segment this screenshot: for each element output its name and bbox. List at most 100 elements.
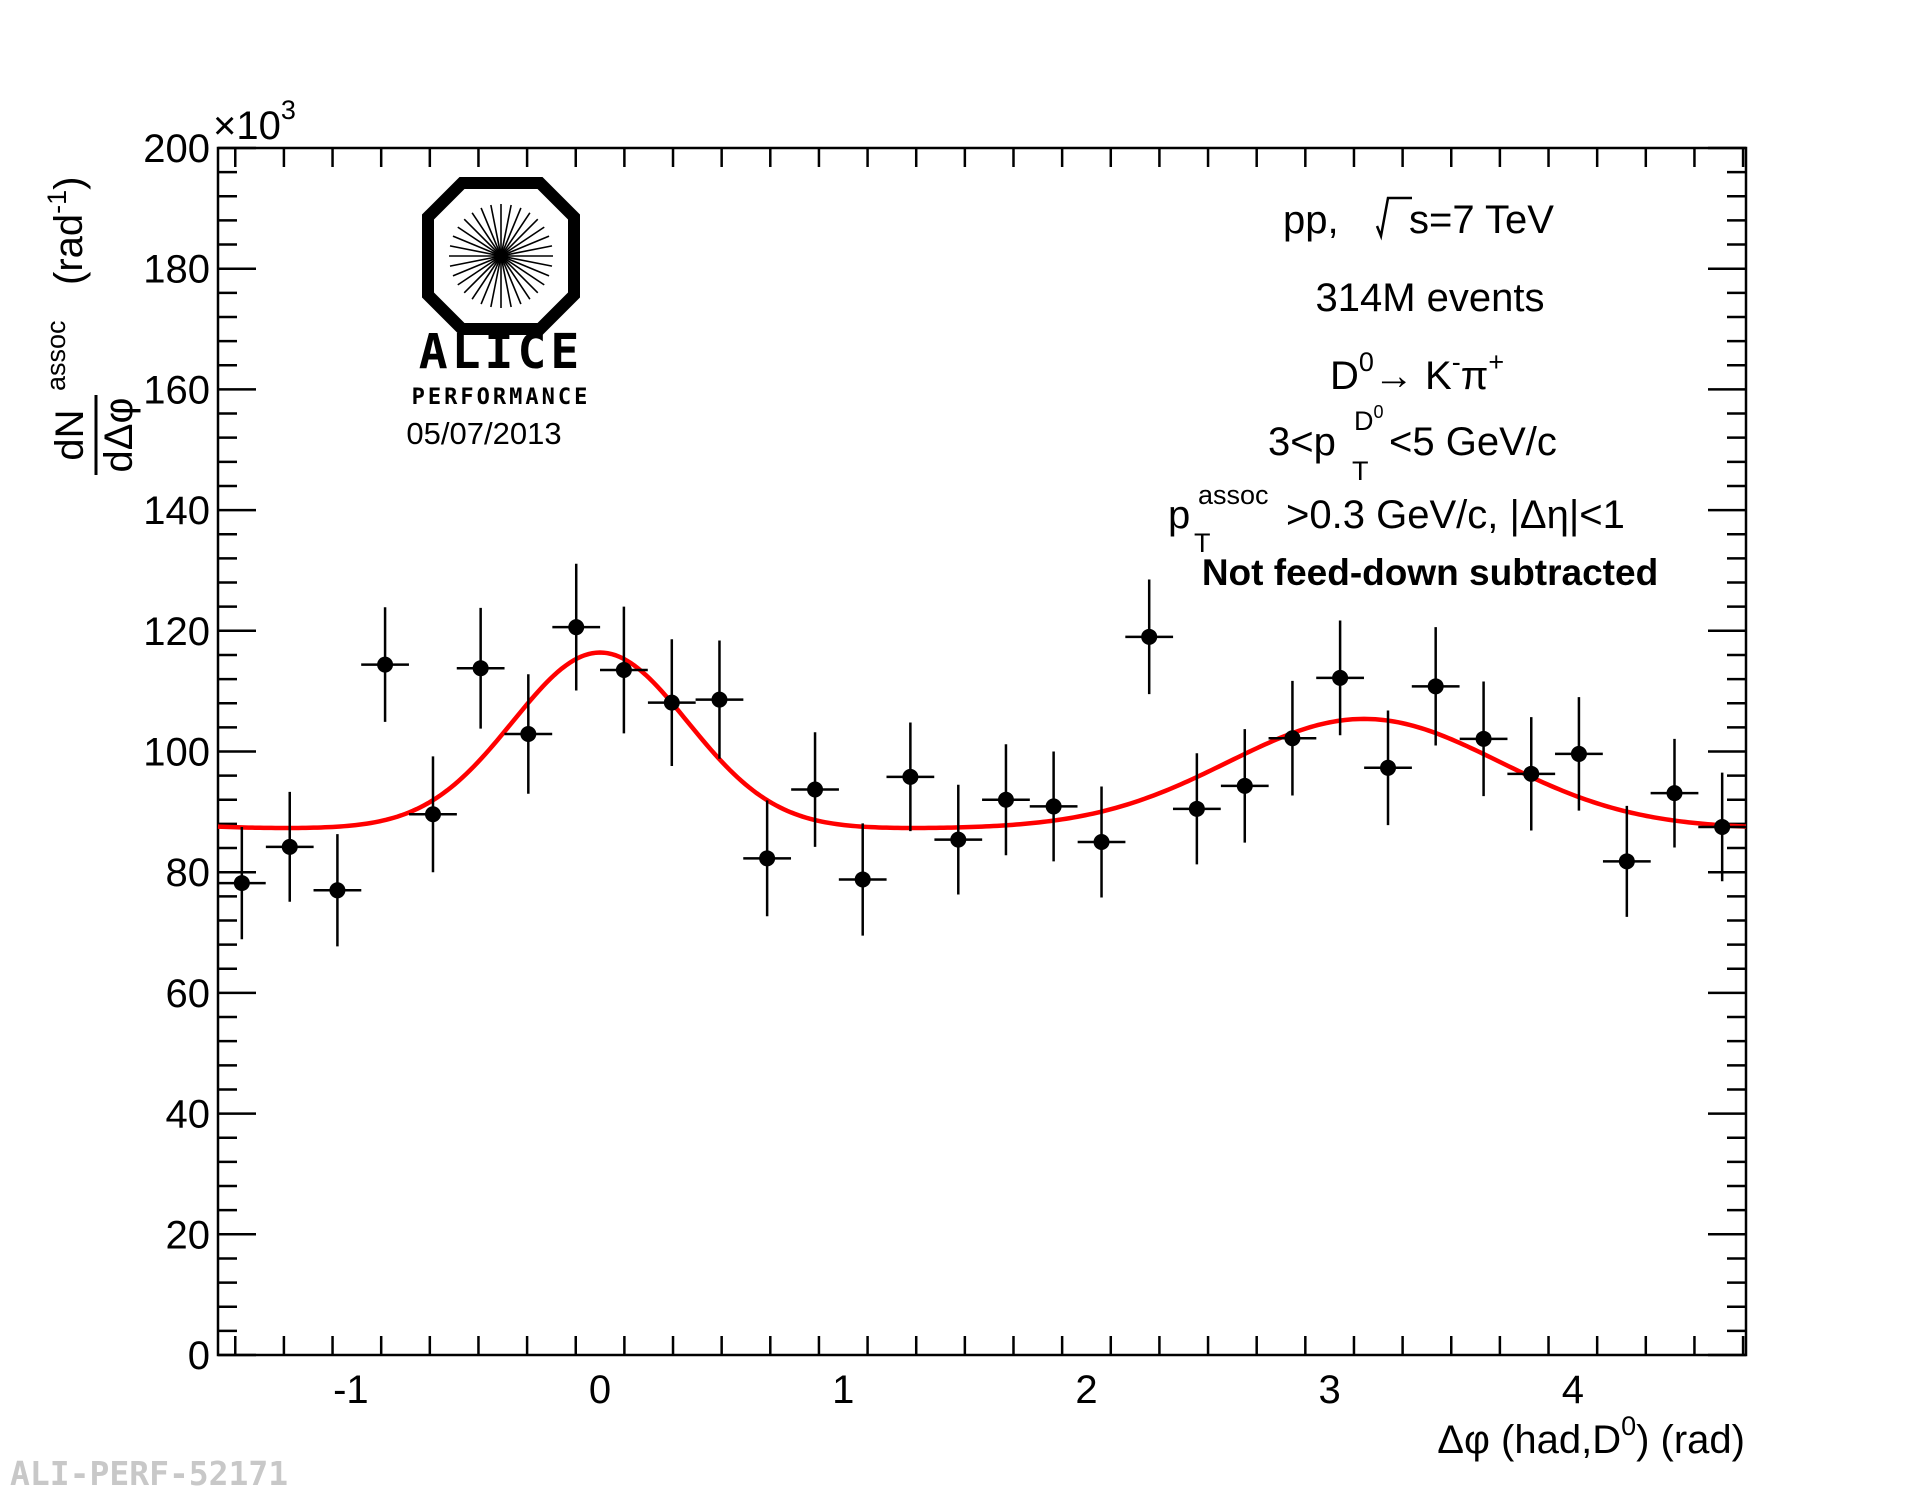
- data-point: [313, 834, 362, 947]
- starburst-ray: [500, 255, 512, 308]
- starburst-ray: [500, 235, 550, 257]
- x-tick-label: 2: [1075, 1368, 1097, 1412]
- point-marker: [233, 875, 250, 892]
- data-point: [695, 640, 744, 759]
- point-marker: [1475, 730, 1492, 747]
- y-tick-label: 160: [143, 368, 210, 412]
- point-marker: [1618, 853, 1635, 870]
- point-marker: [472, 660, 489, 677]
- x-tick-label: 3: [1319, 1368, 1341, 1412]
- annotation-decay: D0→ K-π+: [1330, 347, 1504, 398]
- logo-date-text: 05/07/2013: [406, 416, 561, 451]
- data-point: [934, 784, 983, 895]
- point-marker: [663, 694, 680, 711]
- point-marker: [1332, 669, 1349, 686]
- annotation-events: 314M events: [1315, 276, 1544, 320]
- point-marker: [1045, 798, 1062, 815]
- starburst-ray: [500, 245, 553, 257]
- annotation-pt-sup: D0: [1354, 402, 1384, 436]
- data-point: [552, 563, 601, 691]
- data-point: [1077, 786, 1126, 898]
- starburst-ray: [490, 255, 502, 308]
- data-point: [456, 607, 505, 729]
- point-marker: [1284, 730, 1301, 747]
- starburst-ray: [500, 212, 531, 257]
- alice-starburst-icon: [449, 204, 553, 308]
- point-marker: [1523, 765, 1540, 782]
- data-point: [1364, 710, 1412, 826]
- data-point: [1507, 717, 1556, 831]
- y-label-sup: assoc: [41, 320, 71, 391]
- y-tick-label: 20: [166, 1213, 211, 1257]
- data-points: [218, 563, 1746, 947]
- point-marker: [711, 691, 728, 708]
- starburst-ray: [471, 255, 502, 300]
- x-tick-label: -1: [333, 1368, 369, 1412]
- starburst-ray: [471, 212, 502, 257]
- point-marker: [377, 656, 394, 673]
- y-label-numerator: dN: [48, 409, 92, 460]
- point-marker: [424, 806, 441, 823]
- point-marker: [1427, 678, 1444, 695]
- starburst-ray: [449, 245, 502, 257]
- fit-curve-group: [217, 650, 1747, 831]
- data-point: [791, 732, 839, 847]
- data-point: [1555, 697, 1603, 811]
- annotation-assoc-cut: >0.3 GeV/c, |Δη|<1: [1286, 493, 1625, 537]
- data-point: [361, 607, 409, 722]
- starburst-ray: [500, 207, 522, 257]
- axis-tick-labels: 0 20 40 60 80 100 120 140 160 180 200 -1 0 1 2 3 4: [143, 127, 1584, 1412]
- point-marker: [1236, 777, 1253, 794]
- point-marker: [1666, 785, 1683, 802]
- starburst-ray: [500, 255, 550, 277]
- x-tick-label: 4: [1562, 1368, 1584, 1412]
- starburst-ray: [457, 226, 502, 257]
- data-point: [1316, 620, 1364, 736]
- data-point: [1459, 681, 1508, 797]
- y-tick-label: 120: [143, 610, 210, 654]
- starburst-ray: [500, 255, 553, 267]
- y-label-denominator: dΔφ: [97, 398, 141, 473]
- starburst-ray: [500, 204, 512, 257]
- y-tick-label: 80: [166, 851, 211, 895]
- data-point: [265, 791, 314, 902]
- starburst-ray: [500, 218, 539, 257]
- point-marker: [615, 662, 632, 679]
- y-tick-label: 180: [143, 248, 210, 292]
- annotation-pt-left: 3<p: [1268, 420, 1336, 464]
- y-label-unit: (rad-1): [42, 177, 91, 285]
- y-tick-label: 140: [143, 489, 210, 533]
- data-point: [1220, 729, 1269, 843]
- data-point: [1650, 738, 1699, 848]
- data-point: [600, 606, 648, 734]
- starburst-ray: [452, 255, 502, 277]
- point-marker: [1188, 800, 1205, 817]
- data-point: [647, 639, 696, 766]
- annotation-pt-sub: T: [1352, 456, 1369, 486]
- annotation-pt-right: <5 GeV/c: [1389, 420, 1557, 464]
- axis-ticks: [218, 146, 1746, 1357]
- data-point: [1268, 680, 1317, 796]
- x-tick-label: 1: [832, 1368, 854, 1412]
- data-point: [1411, 627, 1460, 746]
- data-point: [982, 744, 1030, 856]
- data-point: [838, 823, 887, 936]
- alice-octagon-icon: [422, 177, 580, 335]
- point-marker: [1714, 818, 1731, 835]
- annotation-assoc-p: p: [1168, 493, 1190, 537]
- y-tick-label: 0: [188, 1334, 210, 1378]
- annotation-feeddown: Not feed-down subtracted: [1202, 552, 1658, 593]
- data-point: [1029, 751, 1078, 862]
- data-point: [1172, 753, 1221, 865]
- point-marker: [1380, 759, 1397, 776]
- starburst-ray: [500, 255, 539, 294]
- y-tick-label: 100: [143, 731, 210, 775]
- point-marker: [854, 871, 871, 888]
- x-axis-label: Δφ (had,D0) (rad): [1437, 1411, 1745, 1462]
- data-point: [886, 722, 935, 832]
- point-marker: [997, 791, 1014, 808]
- point-marker: [1093, 834, 1110, 851]
- x-tick-label: 0: [589, 1368, 611, 1412]
- sqrt-icon: [1375, 196, 1412, 241]
